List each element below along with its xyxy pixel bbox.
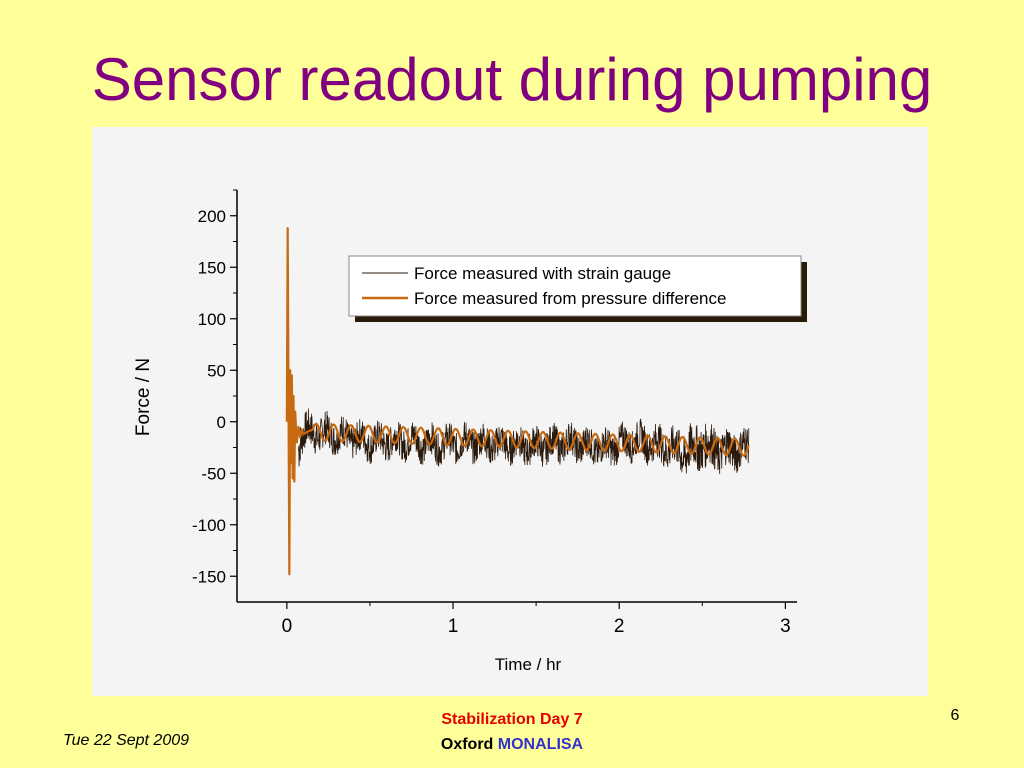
y-axis-label: Force / N bbox=[133, 358, 154, 436]
y-tick-label: 50 bbox=[207, 361, 226, 380]
series-strain-gauge-line bbox=[298, 408, 750, 474]
legend: Force measured with strain gauge Force m… bbox=[348, 255, 807, 322]
page-number: 6 bbox=[950, 707, 960, 724]
y-tick-label: 100 bbox=[198, 310, 226, 329]
ticks: 200 150 100 50 0 -50 -100 -150 0 1 2 3 bbox=[192, 189, 791, 637]
x-tick-label: 1 bbox=[448, 616, 459, 637]
y-tick-label: -100 bbox=[192, 516, 226, 535]
axes bbox=[236, 190, 797, 603]
footer-project-name: MONALISA bbox=[497, 736, 584, 753]
y-tick-label: 200 bbox=[198, 207, 226, 226]
legend-label-strain-gauge: Force measured with strain gauge bbox=[414, 264, 671, 283]
plot-panel bbox=[92, 127, 928, 696]
footer-event-title: Stabilization Day 7 bbox=[441, 711, 583, 728]
y-tick-label: 150 bbox=[198, 258, 226, 277]
slide-title: Sensor readout during pumping bbox=[91, 46, 933, 113]
series-pressure-difference-line bbox=[285, 227, 750, 576]
footer-date: Tue 22 Sept 2009 bbox=[63, 732, 190, 749]
y-tick-label: 0 bbox=[217, 413, 226, 432]
x-tick-label: 3 bbox=[780, 616, 791, 637]
x-tick-label: 0 bbox=[282, 616, 293, 637]
legend-label-pressure-difference: Force measured from pressure difference bbox=[414, 289, 726, 308]
plot-area bbox=[285, 227, 750, 576]
x-tick-label: 2 bbox=[614, 616, 625, 637]
footer-project: Oxford MONALISA bbox=[362, 732, 662, 757]
footer-center: Stabilization Day 7 Oxford MONALISA bbox=[362, 707, 662, 757]
footer-location: Oxford bbox=[440, 736, 494, 753]
force-chart: 200 150 100 50 0 -50 -100 -150 0 1 2 3 Time / hr Fo… bbox=[133, 189, 807, 674]
x-axis-label: Time / hr bbox=[495, 655, 562, 674]
legend-box bbox=[348, 255, 802, 317]
y-tick-label: -150 bbox=[192, 567, 226, 586]
y-tick-label: -50 bbox=[201, 464, 226, 483]
